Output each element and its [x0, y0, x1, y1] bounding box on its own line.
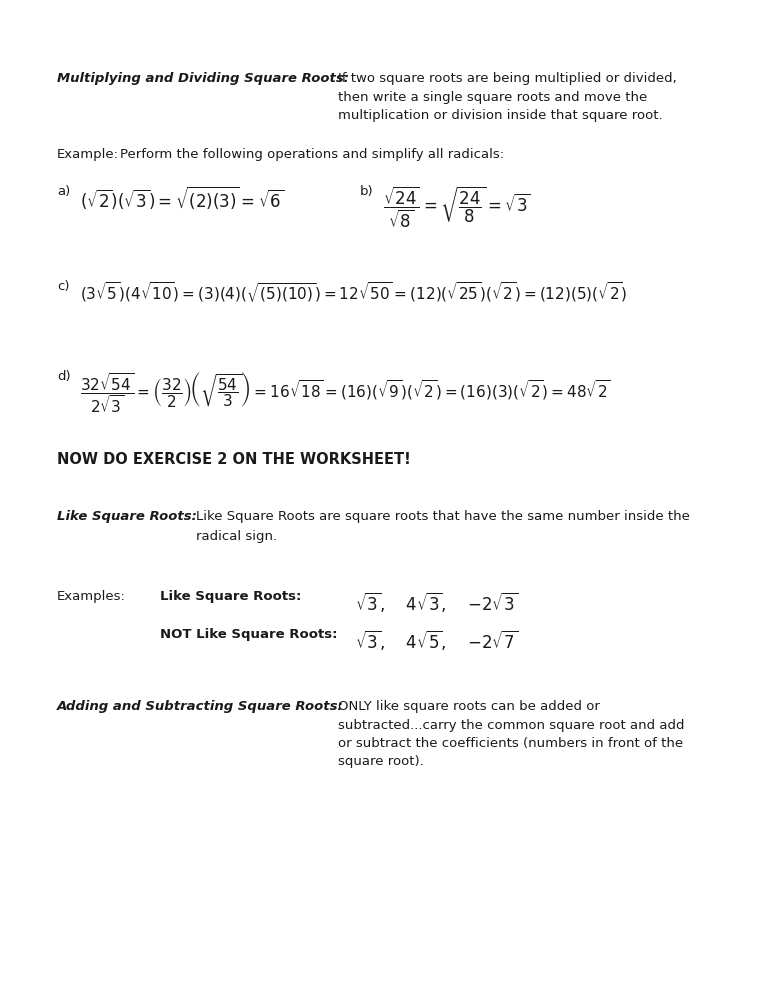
Text: d): d) — [57, 370, 71, 383]
Text: $\sqrt{3}$,    $4\sqrt{3}$,    $-2\sqrt{3}$: $\sqrt{3}$, $4\sqrt{3}$, $-2\sqrt{3}$ — [355, 590, 518, 614]
Text: Example:: Example: — [57, 148, 119, 161]
Text: Like Square Roots are square roots that have the same number inside the: Like Square Roots are square roots that … — [196, 510, 690, 523]
Text: radical sign.: radical sign. — [196, 530, 277, 543]
Text: $(3\sqrt{5})(4\sqrt{10})=(3)(4)(\sqrt{(5)(10)})=12\sqrt{50}=(12)(\sqrt{25})(\sqr: $(3\sqrt{5})(4\sqrt{10})=(3)(4)(\sqrt{(5… — [80, 280, 627, 305]
Text: $\sqrt{3}$,    $4\sqrt{5}$,    $-2\sqrt{7}$: $\sqrt{3}$, $4\sqrt{5}$, $-2\sqrt{7}$ — [355, 628, 518, 652]
Text: Like Square Roots:: Like Square Roots: — [160, 590, 301, 603]
Text: Perform the following operations and simplify all radicals:: Perform the following operations and sim… — [120, 148, 504, 161]
Text: Examples:: Examples: — [57, 590, 126, 603]
Text: NOT Like Square Roots:: NOT Like Square Roots: — [160, 628, 337, 641]
Text: $\dfrac{\sqrt{24}}{\sqrt{8}}=\sqrt{\dfrac{24}{8}}=\sqrt{3}$: $\dfrac{\sqrt{24}}{\sqrt{8}}=\sqrt{\dfra… — [383, 185, 531, 231]
Text: c): c) — [57, 280, 69, 293]
Text: a): a) — [57, 185, 70, 198]
Text: b): b) — [360, 185, 373, 198]
Text: $(\sqrt{2})(\sqrt{3})=\sqrt{(2)(3)}=\sqrt{6}$: $(\sqrt{2})(\sqrt{3})=\sqrt{(2)(3)}=\sqr… — [80, 185, 285, 212]
Text: Multiplying and Dividing Square Roots:: Multiplying and Dividing Square Roots: — [57, 72, 349, 85]
Text: If two square roots are being multiplied or divided,
then write a single square : If two square roots are being multiplied… — [338, 72, 677, 122]
Text: Like Square Roots:: Like Square Roots: — [57, 510, 197, 523]
Text: $\dfrac{32\sqrt{54}}{2\sqrt{3}}=\left(\dfrac{32}{2}\right)\!\left(\sqrt{\dfrac{5: $\dfrac{32\sqrt{54}}{2\sqrt{3}}=\left(\d… — [80, 370, 611, 414]
Text: NOW DO EXERCISE 2 ON THE WORKSHEET!: NOW DO EXERCISE 2 ON THE WORKSHEET! — [57, 452, 411, 467]
Text: Adding and Subtracting Square Roots:: Adding and Subtracting Square Roots: — [57, 700, 344, 713]
Text: ONLY like square roots can be added or
subtracted...carry the common square root: ONLY like square roots can be added or s… — [338, 700, 684, 768]
